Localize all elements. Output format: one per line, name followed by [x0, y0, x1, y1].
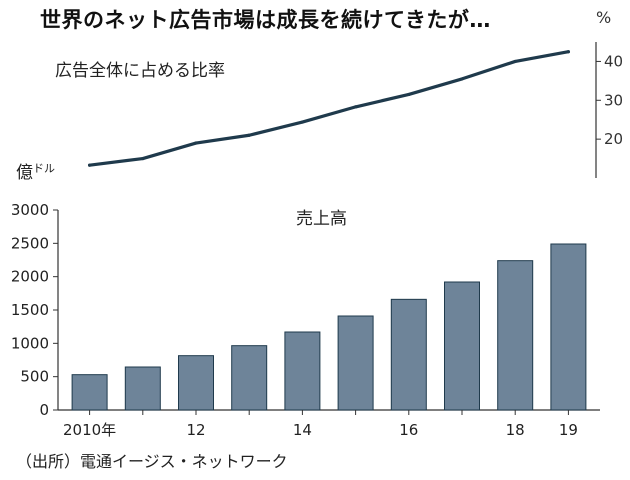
ratio-point [300, 120, 304, 124]
source-note: （出所）電通イージス・ネットワーク [16, 452, 288, 471]
ratio-point [407, 92, 411, 97]
sales-bar [178, 355, 214, 411]
ratio-axis-unit: % [596, 8, 612, 27]
ratio-point [354, 105, 358, 109]
sales-y-tick-label: 1500 [11, 301, 49, 319]
x-tick-label: 19 [559, 421, 578, 439]
ratio-series-label: 広告全体に占める比率 [55, 61, 225, 81]
sales-bar [337, 315, 374, 411]
sales-y-tick-label: 3000 [11, 201, 49, 219]
sales-bar [284, 331, 321, 411]
ratio-y-tick-label: 40 [604, 52, 623, 70]
sales-y-tick-label: 2500 [11, 234, 49, 252]
sales-bar [444, 281, 480, 411]
ratio-y-tick-label: 20 [604, 130, 623, 148]
ratio-line [87, 50, 571, 167]
chart-title: 世界のネット広告市場は成長を続けてきたが… [40, 8, 491, 32]
x-tick-label: 14 [293, 421, 312, 439]
sales-axis-unit: 億ドル [16, 158, 55, 183]
sales-axis-unit-main: 億 [16, 163, 33, 183]
ratio-point [247, 133, 251, 137]
ratio-point [460, 77, 464, 81]
sales-bar [231, 345, 268, 411]
ratio-point [566, 50, 571, 54]
ratio-point [88, 163, 92, 167]
x-tick-label: 12 [186, 421, 205, 439]
ratio-y-tick-label: 30 [604, 91, 623, 109]
sales-y-tick-label: 1000 [11, 334, 49, 352]
sales-bar [390, 298, 427, 411]
sales-y-tick-label: 0 [39, 401, 49, 419]
sales-axis-unit-sup: ドル [33, 162, 55, 175]
ratio-point [194, 141, 198, 145]
sales-bar [550, 243, 587, 411]
ratio-point [513, 59, 517, 64]
sales-bar [497, 260, 534, 411]
sales-y-tick-label: 2000 [11, 268, 49, 286]
x-tick-label: 18 [506, 421, 525, 439]
sales-series-label: 売上高 [296, 209, 347, 229]
ratio-point [141, 156, 145, 161]
sales-bar [124, 366, 161, 411]
x-tick-label: 16 [399, 421, 418, 439]
sales-y-tick-label: 500 [20, 368, 49, 386]
sales-bar [71, 374, 108, 411]
x-tick-label: 2010年 [63, 421, 116, 439]
